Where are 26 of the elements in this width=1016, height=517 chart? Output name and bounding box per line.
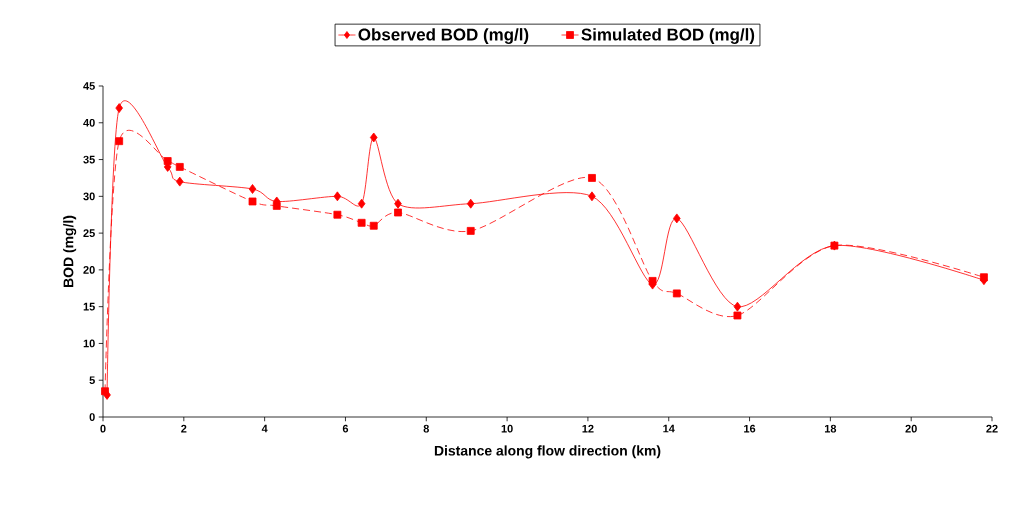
x-tick-label: 4: [261, 424, 268, 433]
y-tick-label: 15: [83, 302, 95, 311]
x-tick-label: 22: [986, 424, 998, 433]
x-tick-label: 10: [501, 424, 513, 433]
y-tick-label: 30: [83, 192, 95, 201]
x-tick-label: 2: [181, 424, 187, 433]
x-tick-label: 12: [582, 424, 594, 433]
x-tick-label: 18: [824, 424, 837, 433]
x-tick-label: 0: [100, 424, 106, 433]
y-tick-label: 0: [89, 413, 95, 421]
x-tick-label: 14: [663, 424, 675, 433]
y-tick-label: 5: [89, 376, 95, 385]
y-tick-label: 40: [83, 118, 95, 127]
x-tick-label: 16: [744, 424, 756, 433]
x-tick-label: 20: [905, 424, 917, 433]
y-tick-label: 25: [83, 229, 95, 237]
x-tick-label: 8: [423, 424, 429, 433]
y-axis-title: BOD (mg/l): [63, 215, 77, 287]
y-tick-label: 45: [83, 82, 95, 90]
y-tick-label: 35: [83, 155, 95, 164]
y-tick-label: 20: [83, 266, 95, 274]
x-axis-title: Distance along flow direction (km): [434, 445, 661, 459]
x-tick-label: 6: [342, 424, 349, 433]
legend-label: Simulated BOD (mg/l): [581, 28, 755, 44]
y-tick-label: 10: [83, 339, 95, 348]
legend-label: Observed BOD (mg/l): [358, 28, 529, 44]
